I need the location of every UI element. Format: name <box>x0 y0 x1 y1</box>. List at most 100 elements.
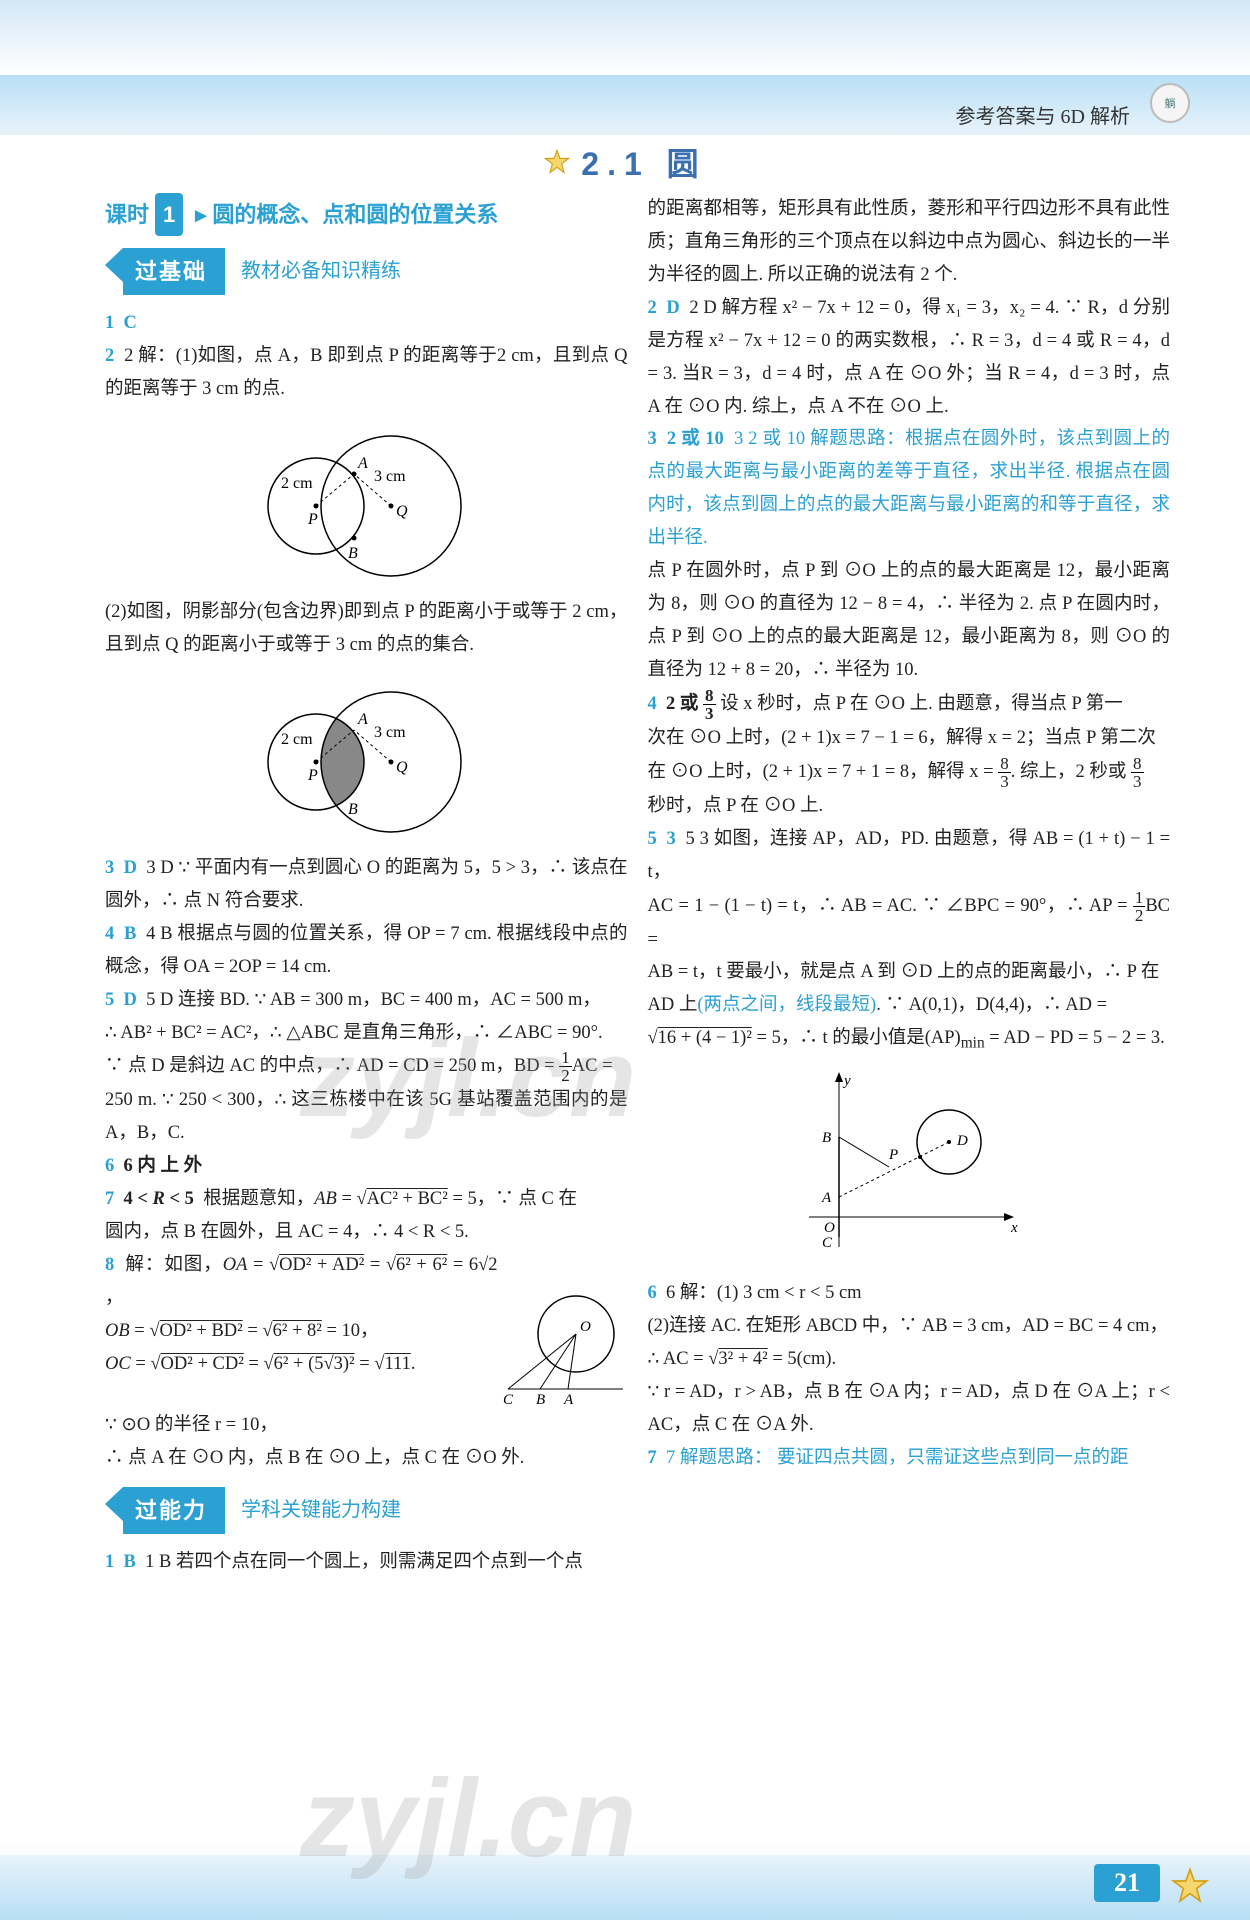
r-q5e-sub: min <box>961 1035 985 1052</box>
q5b: ∴ AB² + BC² = AC²，∴ △ABC 是直角三角形，∴ ∠ABC =… <box>105 1017 628 1050</box>
q8d: ∵ ⊙O 的半径 r = 10， <box>105 1409 628 1442</box>
figure-two-circles-2: 2 cm 3 cm P Q A B <box>216 672 516 842</box>
r-q5d-a: AD 上 <box>648 995 698 1015</box>
svg-text:B: B <box>536 1392 545 1408</box>
q4-text: 4 B 根据点与圆的位置关系，得 OP = 7 cm. 根据线段中点的概念，得 … <box>105 924 628 977</box>
q2: 2 2 解：(1)如图，点 A，B 即到点 P 的距离等于2 cm，且到点 Q … <box>105 340 628 406</box>
f-b: 3 <box>703 705 716 722</box>
q5c2-text: AC = <box>572 1056 613 1076</box>
tag-row-2: 过能力 学科关键能力构建 <box>123 1487 628 1534</box>
lesson-prefix: 课时 <box>105 195 149 234</box>
svg-text:C: C <box>503 1392 514 1408</box>
svg-text:C: C <box>822 1235 833 1251</box>
q5a: 5 D 5 D 连接 BD. ∵ AB = 300 m，BC = 400 m，A… <box>105 984 628 1017</box>
header-logo-icon: 躺 <box>1150 83 1190 123</box>
svg-text:P: P <box>307 767 318 784</box>
svg-text:O: O <box>580 1319 591 1335</box>
svg-text:O: O <box>824 1220 835 1236</box>
tag-ability-label: 学科关键能力构建 <box>241 1493 401 1529</box>
r-q5d: AD 上(两点之间，线段最短). ∵ A(0,1)，D(4,4)，∴ AD = <box>648 989 1171 1022</box>
r-q6c: ∴ AC = √3² + 4² = 5(cm). <box>648 1343 1171 1376</box>
page-number: 21 <box>1094 1864 1160 1902</box>
svg-text:A: A <box>357 711 368 728</box>
r-q7: 7 7 解题思路： 要证四点共圆，只需证这些点到同一点的距 <box>648 1442 1171 1475</box>
tag-row-1: 过基础 教材必备知识精练 <box>123 248 628 295</box>
q8c-r3: 111 <box>384 1354 410 1374</box>
q3-text: 3 D ∵ 平面内有一点到圆心 O 的距离为 5，5 > 3，∴ 该点在圆外，∴… <box>105 858 627 911</box>
footer-band <box>0 1855 1250 1920</box>
svg-text:D: D <box>956 1133 968 1149</box>
q8a-r2: 6² + 6² <box>396 1255 447 1275</box>
r-q6c-root: 3² + 4² <box>718 1349 767 1369</box>
r-q5e-root: 16 + (4 − 1)² <box>658 1028 752 1048</box>
left-column: 课时 1 ▸ 圆的概念、点和圆的位置关系 过基础 教材必备知识精练 1 C 2 … <box>95 193 638 1579</box>
r-q4d-a: 在 ⊙O 上时，(2 + 1)x = 7 + 1 = 8，解得 x = <box>648 762 999 782</box>
q6-text: 6 内 上 外 <box>124 1156 203 1176</box>
q8b: OB = √OD² + BD² = √6² + 8² = 10， <box>105 1315 498 1348</box>
q8e: ∴ 点 A 在 ⊙O 内，点 B 在 ⊙O 上，点 C 在 ⊙O 外. <box>105 1442 628 1475</box>
q8c: OC = √OD² + CD² = √6² + (5√3)² = √111. <box>105 1348 498 1381</box>
footer-star-icon <box>1170 1866 1210 1906</box>
r-q5e-a: = 5，∴ t 的最小值是(AP) <box>752 1028 961 1048</box>
figure-triangle-circle: O C B A <box>498 1289 628 1409</box>
fig1-P: P <box>307 511 318 528</box>
star-icon <box>543 148 571 176</box>
q5c-text: ∵ 点 D 是斜边 AC 的中点，∴ AD = CD = 250 m，BD = <box>105 1056 559 1076</box>
q8a: 8 解：如图，OA = √OD² + AD² = √6² + 6² = 6√2 … <box>105 1249 498 1315</box>
r-q6d: ∵ r = AD，r > AB，点 B 在 ⊙A 内；r = AD，点 D 在 … <box>648 1376 1171 1442</box>
r-q5d-blue: (两点之间，线段最短) <box>697 995 876 1015</box>
r-q6a: 6 6 解：(1) 3 cm < r < 5 cm <box>648 1277 1171 1310</box>
r-q4d: 在 ⊙O 上时，(2 + 1)x = 7 + 1 = 8，解得 x = 83. … <box>648 755 1171 790</box>
q7b: 圆内，点 B 在圆外，且 AC = 4，∴ 4 < R < 5. <box>105 1216 628 1249</box>
q5a-text: 5 D 连接 BD. ∵ AB = 300 m，BC = 400 m，AC = … <box>146 990 601 1010</box>
r-q4a: 4 2 或 83 设 x 秒时，点 P 在 ⊙O 上. 由题意，得当点 P 第一 <box>648 687 1171 722</box>
r-q6a-text: 6 解：(1) 3 cm < r < 5 cm <box>666 1283 862 1303</box>
r-q5e: √16 + (4 − 1)² = 5，∴ t 的最小值是(AP)min = AD… <box>648 1022 1171 1057</box>
svg-text:B: B <box>822 1130 831 1146</box>
q8b-r2: 6² + 8² <box>273 1321 322 1341</box>
q7a2: = 5，∵ 点 C 在 <box>448 1189 577 1209</box>
fig1-3cm: 3 cm <box>374 468 406 485</box>
r-q5c: AB = t，t 要最小，就是点 A 到 ⊙D 上的点的距离最小，∴ P 在 <box>648 956 1171 989</box>
lesson-badge: 1 <box>155 193 183 236</box>
section-row: 2.1 圆 <box>0 139 1250 185</box>
r-q6b: (2)连接 AC. 在矩形 ABCD 中，∵ AB = 3 cm，AD = BC… <box>648 1310 1171 1343</box>
r-q4c: 次在 ⊙O 上时，(2 + 1)x = 7 − 1 = 6，解得 x = 2；当… <box>648 722 1171 755</box>
r-q2-text: 2 D 解方程 x² − 7x + 12 = 0，得 x₁ = 3，x₂ = 4… <box>648 298 1171 417</box>
watermark-2: zyjl.cn <box>300 1755 636 1882</box>
r-q4e: 秒时，点 P 在 ⊙O 上. <box>648 790 1171 823</box>
fig1-B: B <box>348 545 358 562</box>
figure-coord: y x O A B C P D <box>789 1067 1029 1267</box>
tag-basics: 过基础 <box>123 248 225 295</box>
svg-text:P: P <box>888 1147 898 1163</box>
lesson-title: 圆的概念、点和圆的位置关系 <box>212 195 498 234</box>
svg-text:x: x <box>1010 1220 1018 1236</box>
q3: 3 D 3 D ∵ 平面内有一点到圆心 O 的距离为 5，5 > 3，∴ 该点在… <box>105 852 628 918</box>
q1: 1 C <box>105 307 628 340</box>
qB1: 1 B 1 B 若四个点在同一个圆上，则需满足四个点到一个点 <box>105 1546 628 1579</box>
r-q2: 2 D 2 D 解方程 x² − 7x + 12 = 0，得 x₁ = 3，x₂… <box>648 292 1171 424</box>
q8b-r1: OD² + BD² <box>160 1321 243 1341</box>
fig1-Q: Q <box>396 503 408 520</box>
tag-basics-label: 教材必备知识精练 <box>241 254 401 290</box>
r-q3-blue: 3 2 或 10 3 2 或 10 解题思路：根据点在圆外时，该点到圆上的点的最… <box>648 423 1171 555</box>
tag-ability: 过能力 <box>123 1487 225 1534</box>
fig1-A: A <box>357 455 368 472</box>
r-q6c-a: ∴ AC = <box>648 1349 709 1369</box>
logo-label: 躺 <box>1165 95 1176 111</box>
svg-text:3 cm: 3 cm <box>374 724 406 741</box>
r-q5b-a: AC = 1 − (1 − t) = t，∴ AB = AC. ∵ ∠BPC =… <box>648 895 1133 915</box>
svg-text:B: B <box>348 801 358 818</box>
svg-text:A: A <box>821 1190 832 1206</box>
header-right-text: 参考答案与 6D 解析 <box>956 100 1130 129</box>
qB1-text: 1 B 若四个点在同一个圆上，则需满足四个点到一个点 <box>145 1552 583 1572</box>
fig1-2cm: 2 cm <box>281 475 313 492</box>
svg-text:Q: Q <box>396 759 408 776</box>
r-q4d-b: . 综上，2 秒或 <box>1011 762 1131 782</box>
q8a-r1: OD² + AD² <box>279 1255 364 1275</box>
q4: 4 B 4 B 根据点与圆的位置关系，得 OP = 7 cm. 根据线段中点的概… <box>105 918 628 984</box>
q2-text: 2 解：(1)如图，点 A，B 即到点 P 的距离等于2 cm，且到点 Q 的距… <box>105 346 628 399</box>
q8c-r1: OD² + CD² <box>161 1354 244 1374</box>
q8c-r2: 6² + (5√3)² <box>274 1354 355 1374</box>
q2b: (2)如图，阴影部分(包含边界)即到点 P 的距离小于或等于 2 cm，且到点 … <box>105 596 628 662</box>
